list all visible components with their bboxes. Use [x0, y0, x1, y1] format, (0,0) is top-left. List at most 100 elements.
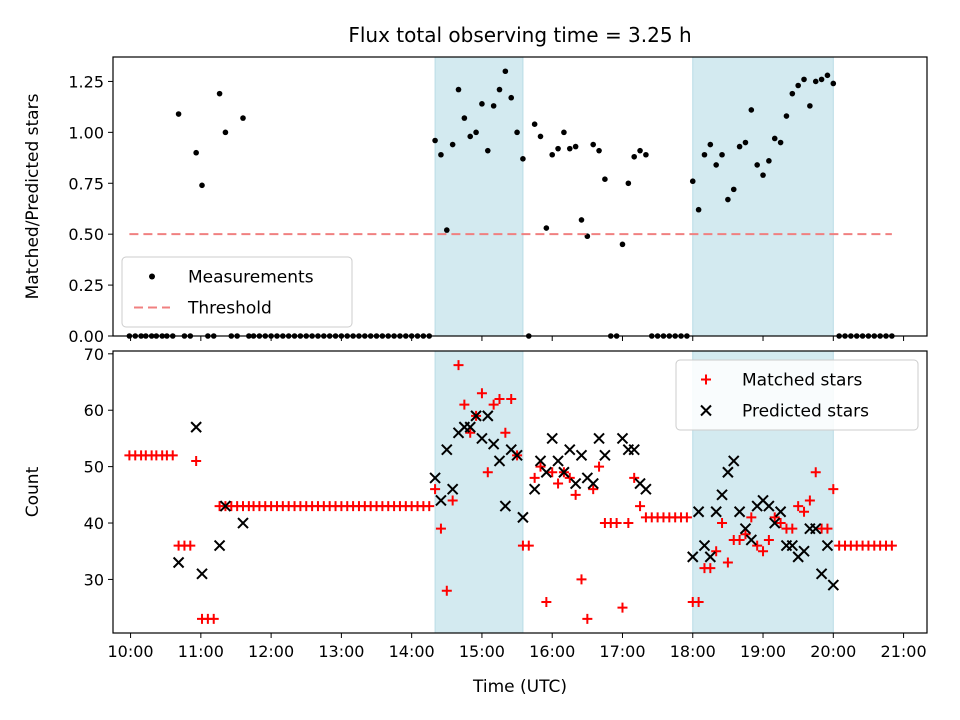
series-predicted-stars-point: [722, 466, 734, 478]
series-matched-stars-point: [799, 506, 810, 517]
series-predicted-stars-point: [546, 432, 558, 445]
series-matched-stars-point: [810, 467, 821, 478]
series-matched-stars-point: [435, 523, 446, 534]
series-matched-stars-point: [424, 501, 435, 512]
series-matched-stars-point: [775, 518, 786, 529]
y-tick-label: 1.25: [68, 72, 104, 91]
series-predicted-stars-point: [172, 556, 185, 569]
series-measurements-point: [514, 129, 520, 136]
series-matched-stars-point: [711, 546, 722, 557]
x-tick-label: 11:00: [178, 642, 224, 661]
series-predicted-stars-point: [470, 410, 482, 422]
series-matched-stars-point: [465, 427, 476, 438]
series-predicted-stars-point: [219, 500, 232, 512]
series-measurements-point: [637, 147, 643, 154]
series-matched-stars-point: [453, 360, 464, 371]
series-measurements-point: [502, 68, 509, 75]
series-predicted-stars-point: [441, 443, 453, 456]
legend-box: [121, 256, 353, 328]
series-predicted-stars-point: [728, 455, 740, 467]
series-matched-stars-point: [185, 540, 196, 551]
series-measurements-point: [807, 103, 813, 109]
series-predicted-stars-point: [827, 579, 840, 591]
y-tick-label: 30: [84, 570, 104, 589]
series-matched-stars-point: [886, 540, 897, 551]
series-matched-stars-point: [787, 523, 798, 534]
x-tick-label: 17:00: [599, 642, 645, 661]
series-predicted-stars-point: [616, 432, 629, 445]
series-measurements-point: [549, 151, 556, 158]
series-measurements-point: [520, 156, 526, 162]
series-measurements-point: [578, 217, 585, 223]
series-matched-stars-point: [523, 540, 534, 551]
series-measurements-point: [789, 90, 796, 97]
series-measurements-point: [496, 86, 503, 93]
x-tick-label: 21:00: [881, 642, 927, 661]
series-matched-stars-point: [494, 393, 505, 404]
series-predicted-stars-point: [446, 483, 459, 495]
series-predicted-stars-point: [435, 494, 447, 507]
series-measurements-point: [824, 72, 831, 79]
series-predicted-stars-point: [739, 522, 752, 535]
x-tick-label: 14:00: [389, 642, 435, 661]
series-measurements-point: [801, 76, 807, 83]
series-predicted-stars-point: [716, 489, 728, 501]
series-measurements-point: [766, 158, 772, 164]
legend-swatch: [700, 404, 712, 417]
series-measurements-point: [783, 113, 790, 119]
series-measurements-point: [812, 78, 819, 85]
series-measurements-point: [701, 151, 708, 158]
series-predicted-stars-point: [564, 443, 576, 456]
series-predicted-stars-point: [493, 455, 506, 467]
series-predicted-stars-point: [745, 534, 758, 546]
series-matched-stars-point: [506, 393, 517, 404]
x-tick-label: 13:00: [318, 642, 364, 661]
series-measurements-point: [432, 137, 438, 144]
series-matched-stars-point: [763, 534, 774, 545]
series-predicted-stars-point: [786, 539, 799, 552]
shaded-interval: [692, 56, 834, 337]
y-tick-label: 0.75: [68, 174, 104, 193]
y-tick-label: 60: [84, 401, 104, 420]
series-matched-stars-point: [681, 512, 692, 523]
series-measurements-point: [572, 143, 579, 150]
series-measurements-point: [199, 182, 205, 189]
series-measurements-point: [760, 172, 766, 178]
series-measurements-point: [725, 196, 731, 203]
series-measurements-point: [543, 225, 550, 231]
series-matched-stars-point: [635, 501, 646, 512]
series-predicted-stars-point: [476, 432, 488, 445]
series-matched-stars-point: [717, 518, 728, 529]
series-measurements-point: [443, 227, 450, 233]
series-predicted-stars-point: [599, 449, 611, 462]
legend-swatch: [149, 273, 155, 280]
series-measurements-point: [754, 162, 760, 168]
series-measurements-point: [555, 145, 561, 152]
legend-box: [675, 359, 919, 431]
series-matched-stars-point: [208, 613, 219, 624]
series-measurements-point: [561, 129, 567, 136]
series-predicted-stars-point: [687, 551, 699, 563]
series-predicted-stars-point: [628, 443, 640, 456]
series-measurements-point: [531, 121, 538, 128]
axes-frame: [112, 350, 928, 634]
y-tick-label: 40: [84, 514, 104, 533]
axes-frame: [112, 56, 928, 337]
x-axis-label: Time (UTC): [472, 677, 567, 697]
series-measurements-point: [707, 141, 714, 148]
x-tick-label: 20:00: [810, 642, 856, 661]
series-matched-stars-point: [705, 563, 716, 574]
series-matched-stars-point: [752, 540, 763, 551]
series-measurements-point: [631, 153, 637, 160]
series-measurements-point: [438, 151, 444, 158]
series-predicted-stars-point: [552, 455, 564, 467]
series-matched-stars-point: [459, 399, 470, 410]
series-predicted-stars-point: [575, 449, 588, 462]
series-measurements-point: [449, 141, 456, 148]
series-predicted-stars-point: [763, 500, 775, 512]
series-measurements-point: [736, 143, 743, 150]
legend-label: Predicted stars: [742, 402, 869, 422]
series-predicted-stars-point: [429, 472, 441, 484]
series-matched-stars-point: [500, 427, 511, 438]
